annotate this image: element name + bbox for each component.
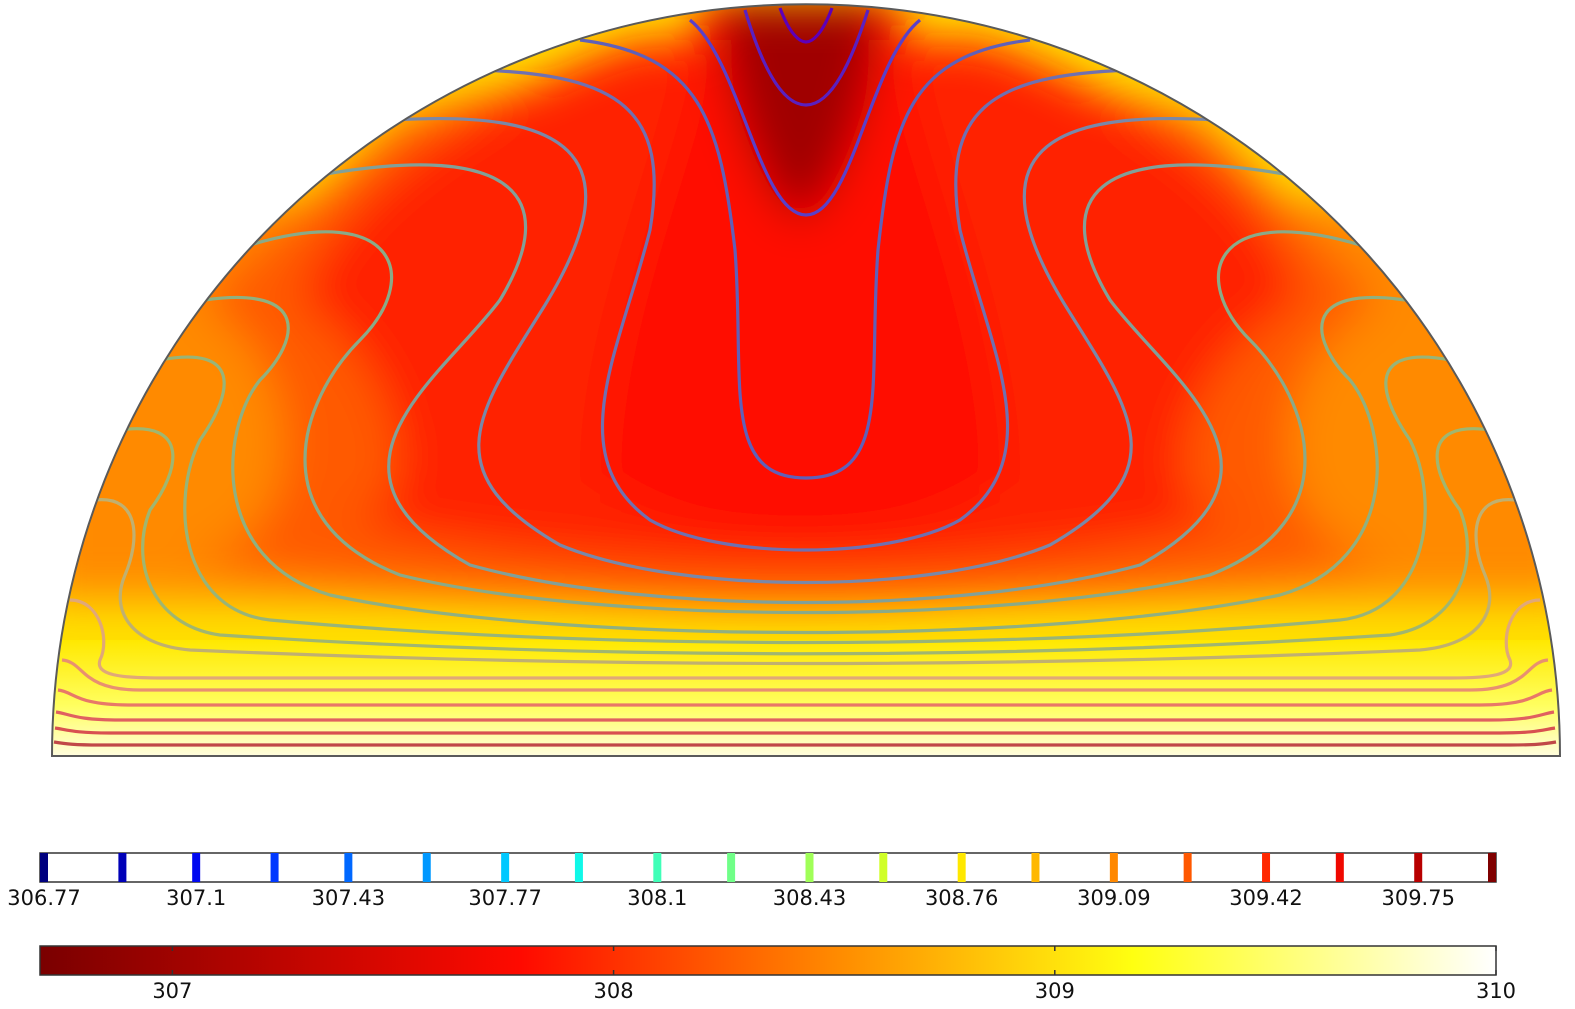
isotherm (159, 355, 1451, 645)
isotherm (57, 688, 1553, 707)
surface-colorbar: 307 308 309 310 (39, 945, 1516, 1003)
colorbar-tick-label: 307 (152, 979, 192, 1003)
contour-level-swatch (118, 853, 127, 882)
isotherm (743, 9, 870, 107)
contour-level-swatch (1262, 853, 1271, 882)
colorbar-tick-label: 310 (1476, 979, 1516, 1003)
contour-tick-label: 307.77 (468, 886, 541, 910)
contour-level-swatch (727, 853, 736, 882)
temperature-plot (50, 3, 1562, 757)
contour-tick-label: 309.09 (1077, 886, 1150, 910)
contour-level-swatch (653, 853, 662, 882)
contour-level-swatch (805, 853, 814, 882)
contour-tick-label: 308.43 (773, 886, 846, 910)
contour-tick-label: 308.1 (627, 886, 687, 910)
isotherm (55, 710, 1555, 722)
contour-level-swatch (501, 853, 510, 882)
contour-level-swatch (192, 853, 201, 882)
colorbar-labels: 307 308 309 310 (152, 979, 1516, 1003)
colorbar-gradient (39, 945, 1497, 976)
contour-legend: 306.77 307.1 307.43 307.77 308.1 308.43 308.76… (7, 852, 1497, 910)
contour-tick-label: 307.43 (312, 886, 385, 910)
contour-level-swatch (1335, 853, 1344, 882)
isotherm (53, 740, 1557, 747)
colorbar-ticks (171, 946, 1497, 975)
isotherm (249, 230, 1361, 615)
contour-level-swatch (1109, 853, 1118, 882)
contour-level-swatch (957, 853, 966, 882)
isotherm (94, 498, 1516, 666)
contour-level-swatch (1183, 853, 1192, 882)
colorbar-tick-label: 309 (1035, 979, 1075, 1003)
contour-level-swatch (1414, 853, 1423, 882)
isotherm (54, 726, 1556, 735)
isotherm (778, 7, 834, 44)
isotherm (319, 163, 1291, 605)
contour-level-swatch (344, 853, 353, 882)
isotherm (394, 116, 1216, 585)
isotherm (579, 38, 1031, 480)
contour-tick-label: 309.42 (1229, 886, 1302, 910)
contour-level-swatch (574, 853, 583, 882)
isotherm (119, 427, 1491, 656)
contour-level-swatch (1488, 853, 1496, 882)
contour-tick-label: 308.76 (925, 886, 998, 910)
contour-legend-swatches (40, 853, 1496, 882)
contour-level-swatch (270, 853, 279, 882)
contour-tick-label: 306.77 (7, 886, 80, 910)
isotherm (204, 295, 1406, 635)
contour-legend-labels: 306.77 307.1 307.43 307.77 308.1 308.43 308.76… (7, 886, 1455, 910)
boundary-layer (52, 640, 1560, 757)
contour-tick-label: 309.75 (1381, 886, 1454, 910)
isotherms (53, 7, 1557, 747)
contour-level-swatch (1031, 853, 1040, 882)
domain-boundary (50, 3, 1562, 757)
colorbar-tick-label: 308 (594, 979, 634, 1003)
isotherm (479, 68, 1131, 552)
isotherm (688, 18, 922, 217)
contour-level-swatch (422, 853, 431, 882)
contour-tick-label: 307.1 (166, 886, 226, 910)
contour-level-swatch (879, 853, 888, 882)
contour-legend-frame (39, 852, 1497, 883)
isotherm (61, 658, 1549, 692)
isotherm (69, 598, 1541, 680)
contour-level-swatch (40, 853, 48, 882)
